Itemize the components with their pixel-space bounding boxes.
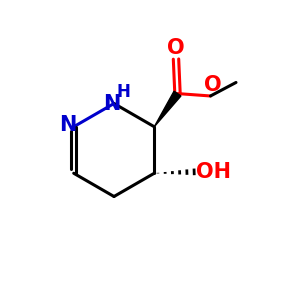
Text: N: N bbox=[103, 94, 120, 113]
Text: OH: OH bbox=[196, 162, 231, 182]
Text: N: N bbox=[59, 115, 76, 135]
Text: O: O bbox=[167, 38, 185, 58]
Text: O: O bbox=[204, 75, 222, 94]
Polygon shape bbox=[154, 91, 181, 127]
Text: H: H bbox=[117, 83, 130, 101]
